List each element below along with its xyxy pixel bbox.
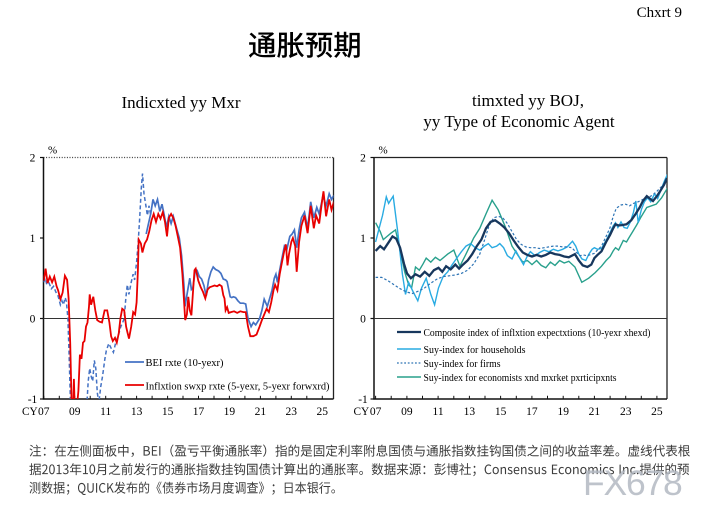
svg-text:BEI rxte (10-yexr): BEI rxte (10-yexr) — [146, 358, 224, 369]
svg-text:Inflxtion swxp rxte (5-yexr, 5: Inflxtion swxp rxte (5-yexr, 5-yexr forw… — [146, 382, 330, 393]
svg-text:15: 15 — [495, 406, 507, 418]
svg-text:2: 2 — [30, 152, 36, 164]
svg-text:11: 11 — [433, 406, 444, 418]
svg-text:CY: CY — [22, 406, 38, 418]
svg-text:Composite index of inflxtion e: Composite index of inflxtion expectxtion… — [424, 328, 651, 339]
svg-text:23: 23 — [620, 406, 632, 418]
svg-text:07: 07 — [38, 406, 50, 418]
svg-text:13: 13 — [464, 406, 476, 418]
svg-text:15: 15 — [162, 406, 174, 418]
svg-text:CY: CY — [354, 406, 370, 418]
svg-text:-1: -1 — [358, 394, 368, 406]
svg-text:09: 09 — [401, 406, 413, 418]
svg-text:13: 13 — [131, 406, 143, 418]
svg-text:0: 0 — [360, 313, 366, 325]
svg-text:21: 21 — [589, 406, 601, 418]
svg-text:timxted yy BOJ,: timxted yy BOJ, — [472, 91, 584, 110]
svg-text:FX678: FX678 — [583, 463, 682, 503]
svg-text:%: % — [379, 145, 388, 157]
svg-text:1: 1 — [360, 233, 366, 245]
svg-text:11: 11 — [100, 406, 111, 418]
svg-text:Indicxted yy Mxr: Indicxted yy Mxr — [122, 93, 241, 112]
svg-text:Suy-index for firms: Suy-index for firms — [424, 359, 501, 370]
svg-text:19: 19 — [557, 406, 569, 418]
svg-text:%: % — [48, 145, 57, 157]
svg-text:2: 2 — [360, 152, 366, 164]
svg-text:09: 09 — [69, 406, 81, 418]
svg-text:25: 25 — [317, 406, 329, 418]
svg-text:19: 19 — [224, 406, 236, 418]
svg-text:Suy-index for households: Suy-index for households — [424, 345, 526, 356]
svg-text:-1: -1 — [28, 394, 38, 406]
svg-text:Suy-index for economists xnd m: Suy-index for economists xnd mxrket pxrt… — [424, 373, 617, 384]
svg-text:17: 17 — [193, 406, 205, 418]
svg-text:21: 21 — [255, 406, 267, 418]
svg-text:17: 17 — [526, 406, 538, 418]
svg-text:0: 0 — [30, 313, 36, 325]
svg-text:23: 23 — [286, 406, 298, 418]
svg-text:07: 07 — [370, 406, 382, 418]
svg-text:25: 25 — [651, 406, 663, 418]
svg-text:1: 1 — [30, 233, 36, 245]
svg-text:Chxrt 9: Chxrt 9 — [637, 5, 682, 21]
svg-text:yy Type of Economic Agent: yy Type of Economic Agent — [423, 112, 614, 131]
